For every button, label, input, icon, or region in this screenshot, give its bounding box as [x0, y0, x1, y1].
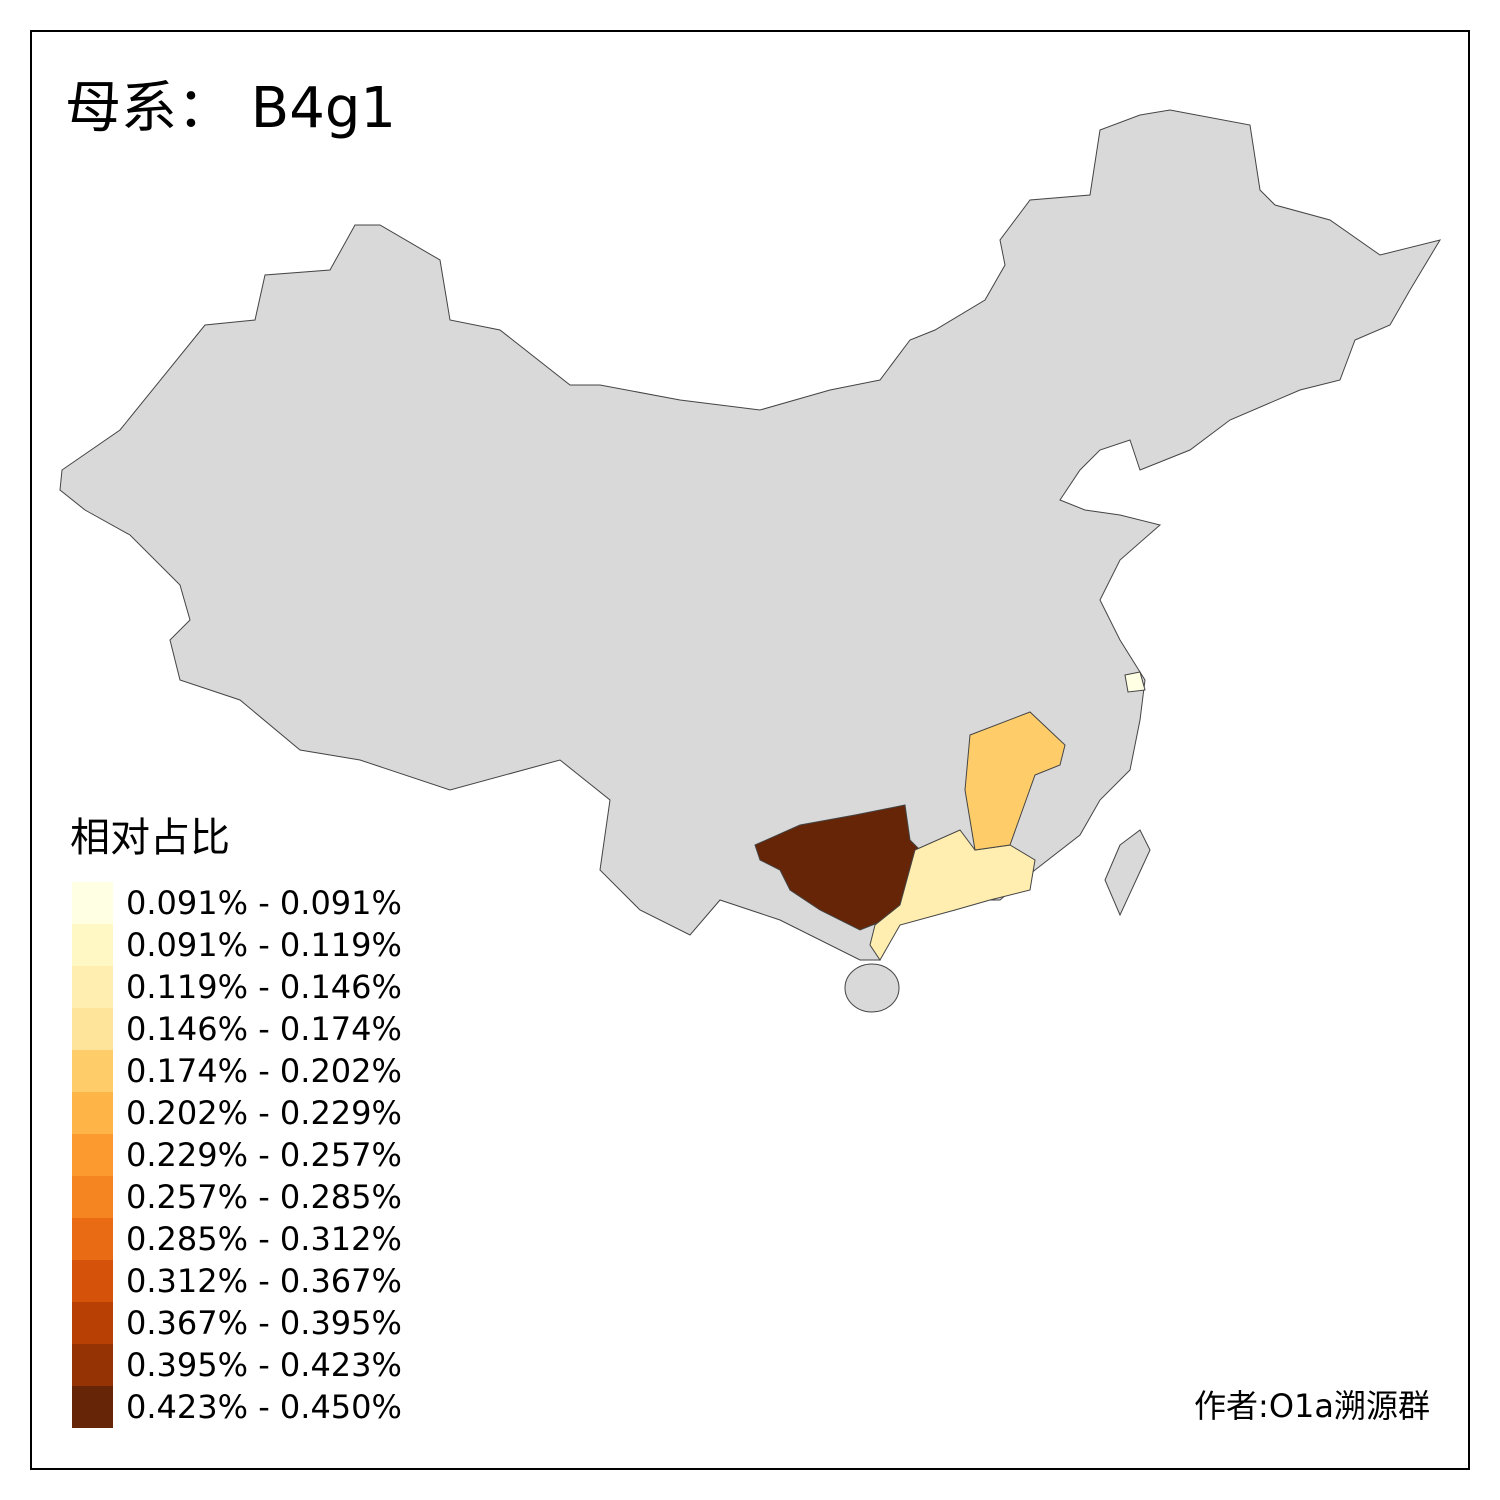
map-title: 母系： B4g1 — [65, 76, 396, 141]
legend-swatch — [72, 1134, 113, 1176]
legend-swatch — [72, 1176, 113, 1218]
legend-label: 0.174% - 0.202% — [126, 1052, 402, 1090]
legend-swatch — [72, 1344, 113, 1386]
legend-label: 0.119% - 0.146% — [126, 968, 402, 1006]
legend-swatch — [72, 924, 113, 966]
china-outline — [59, 109, 1442, 961]
legend: 0.091% - 0.091% 0.091% - 0.119% 0.119% - 0… — [72, 882, 402, 1428]
legend-label: 0.367% - 0.395% — [126, 1304, 402, 1342]
hainan — [844, 963, 900, 1013]
legend-label: 0.146% - 0.174% — [126, 1010, 402, 1048]
legend-swatch — [72, 882, 113, 924]
legend-swatch — [72, 1008, 113, 1050]
legend-swatch — [72, 1218, 113, 1260]
legend-swatch — [72, 1302, 113, 1344]
legend-label: 0.423% - 0.450% — [126, 1388, 402, 1426]
legend-label: 0.091% - 0.119% — [126, 926, 402, 964]
legend-swatch — [72, 1386, 113, 1428]
legend-label: 0.229% - 0.257% — [126, 1136, 402, 1174]
author-note: 作者:O1a溯源群 — [1194, 1387, 1430, 1425]
legend-label: 0.395% - 0.423% — [126, 1346, 402, 1384]
map — [59, 109, 1442, 1013]
legend-swatch — [72, 966, 113, 1008]
legend-label: 0.091% - 0.091% — [126, 884, 402, 922]
legend-swatch — [72, 1050, 113, 1092]
legend-swatch — [72, 1092, 113, 1134]
legend-title: 相对占比 — [70, 815, 230, 861]
legend-label: 0.202% - 0.229% — [126, 1094, 402, 1132]
legend-label: 0.257% - 0.285% — [126, 1178, 402, 1216]
jiangxi — [964, 711, 1066, 851]
legend-label: 0.285% - 0.312% — [126, 1220, 402, 1258]
shanghai — [1124, 671, 1146, 693]
taiwan — [1104, 829, 1151, 917]
legend-label: 0.312% - 0.367% — [126, 1262, 402, 1300]
legend-swatch — [72, 1260, 113, 1302]
